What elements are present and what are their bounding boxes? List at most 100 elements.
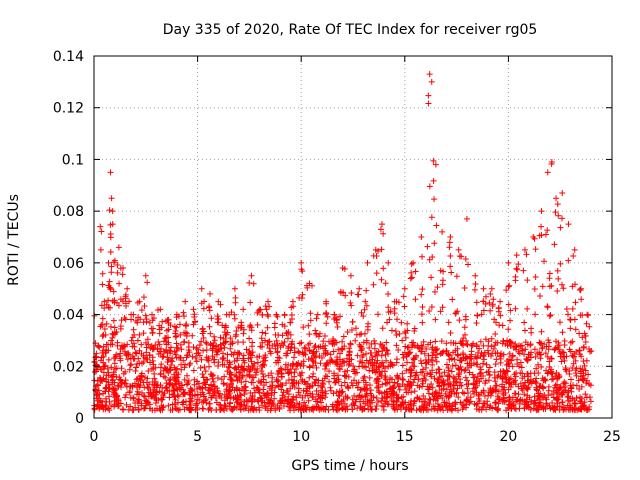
data-point (278, 367, 285, 374)
data-point (345, 384, 352, 391)
data-point (329, 403, 336, 410)
data-point (298, 259, 305, 266)
data-point (116, 374, 123, 381)
data-point (523, 396, 530, 403)
data-point (226, 311, 233, 318)
data-point (485, 377, 492, 384)
data-point (313, 364, 320, 371)
data-point (524, 356, 531, 363)
data-point (266, 338, 273, 345)
data-point (197, 391, 204, 398)
data-point (404, 344, 411, 351)
data-point (519, 347, 526, 354)
data-point (492, 382, 499, 389)
data-point (336, 388, 343, 395)
data-point (482, 377, 489, 384)
data-point (305, 322, 312, 329)
data-point (480, 360, 487, 367)
data-point (309, 362, 316, 369)
data-point (390, 384, 397, 391)
data-point (233, 404, 240, 411)
data-point (516, 405, 523, 412)
data-point (258, 335, 265, 342)
y-tick-label: 0.08 (53, 204, 84, 220)
data-point (232, 372, 239, 379)
data-point (539, 403, 546, 410)
data-point (446, 356, 453, 363)
data-point (185, 377, 192, 384)
data-point (144, 336, 151, 343)
data-point (327, 359, 334, 366)
data-point (144, 279, 151, 286)
data-point (186, 349, 193, 356)
data-point (242, 405, 249, 412)
data-point (480, 404, 487, 411)
data-point (250, 379, 257, 386)
data-point (481, 349, 488, 356)
data-point (99, 315, 106, 322)
data-point (322, 390, 329, 397)
data-point (391, 310, 398, 317)
data-point (463, 396, 470, 403)
data-point (200, 374, 207, 381)
data-point (426, 71, 433, 78)
data-point (291, 402, 298, 409)
data-point (237, 396, 244, 403)
data-point (419, 303, 426, 310)
data-point (239, 366, 246, 373)
data-point (407, 380, 414, 387)
data-point (210, 340, 217, 347)
data-point (486, 371, 493, 378)
x-tick-label: 15 (396, 429, 414, 445)
data-point (527, 342, 534, 349)
data-point (583, 380, 590, 387)
data-point (262, 392, 269, 399)
data-point (553, 195, 560, 202)
data-point (249, 393, 256, 400)
data-point (533, 384, 540, 391)
data-point (123, 383, 130, 390)
data-point (173, 324, 180, 331)
data-point (378, 390, 385, 397)
data-point (267, 383, 274, 390)
data-point (487, 385, 494, 392)
data-point (290, 379, 297, 386)
data-point (577, 373, 584, 380)
data-point (448, 368, 455, 375)
data-point (569, 283, 576, 290)
data-point (462, 316, 469, 323)
data-point (95, 343, 102, 350)
data-point (580, 358, 587, 365)
data-point (105, 356, 112, 363)
data-point (487, 307, 494, 314)
data-point (100, 353, 107, 360)
data-point (171, 374, 178, 380)
data-point (375, 399, 382, 406)
data-point (283, 330, 290, 337)
data-point (253, 369, 260, 376)
data-point (99, 333, 106, 340)
data-point (111, 403, 118, 410)
data-point (142, 272, 149, 279)
data-point (354, 384, 361, 391)
data-point (166, 394, 173, 401)
data-point (225, 387, 232, 394)
data-point (495, 372, 502, 379)
data-point (221, 401, 228, 408)
data-point (433, 351, 440, 358)
data-point (167, 407, 174, 414)
data-point (165, 339, 172, 346)
data-point (379, 395, 386, 402)
data-point (403, 351, 410, 358)
data-point (250, 407, 257, 414)
data-point (390, 401, 397, 408)
data-point (400, 293, 407, 300)
x-tick-label: 5 (193, 429, 202, 445)
data-point (287, 331, 294, 338)
data-point (231, 358, 238, 365)
data-point (554, 201, 561, 208)
data-point (333, 389, 340, 396)
data-point (306, 347, 313, 354)
data-point (544, 353, 551, 360)
data-point (580, 377, 587, 384)
